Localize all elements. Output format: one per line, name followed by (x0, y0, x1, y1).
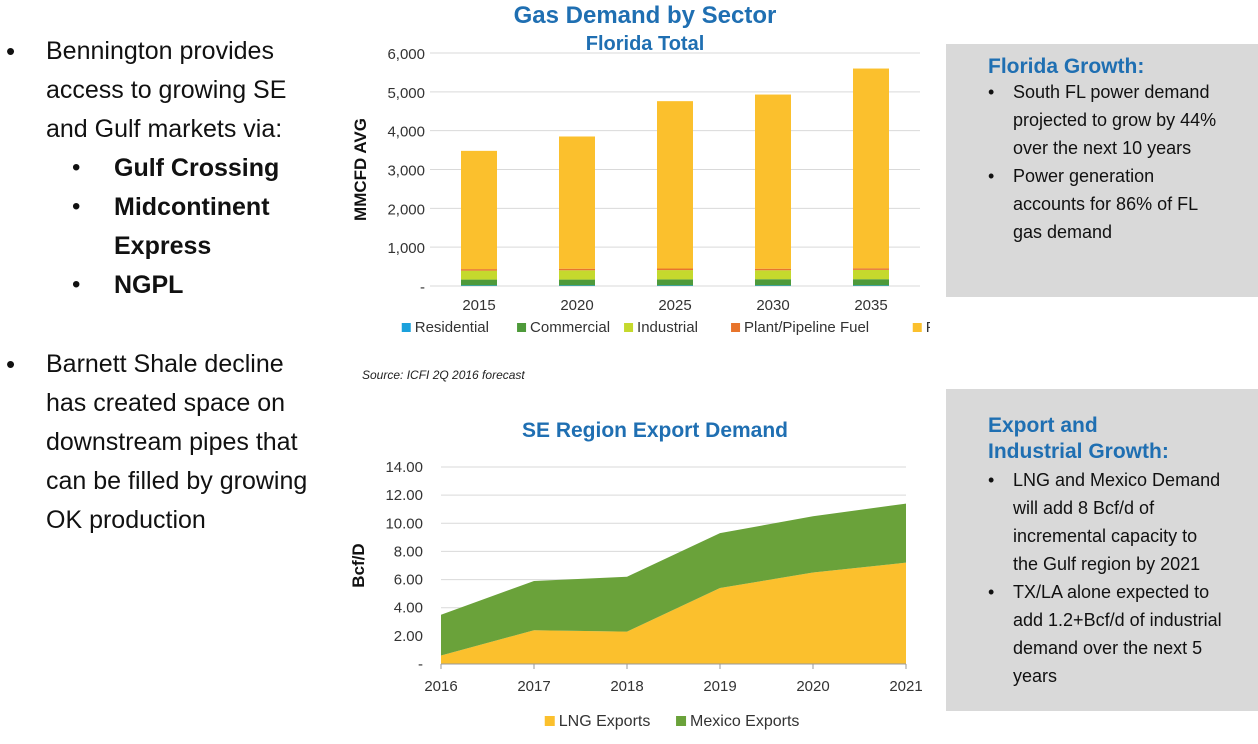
panel-title: Export and Industrial Growth: (988, 414, 1169, 463)
y-tick-label: 6,000 (387, 46, 425, 63)
bar-segment (461, 279, 497, 286)
x-tick-label: 2035 (854, 297, 887, 314)
legend-label: Mexico Exports (690, 713, 799, 730)
bar-segment (853, 68, 889, 269)
x-tick-label: 2020 (560, 297, 593, 314)
bar-segment (559, 268, 595, 271)
x-tick-label: 2020 (796, 678, 829, 695)
x-tick-label: 2025 (658, 297, 691, 314)
y-tick-label: 10.00 (385, 515, 423, 532)
x-tick-label: 2019 (703, 678, 736, 695)
legend-label: Plant/Pipeline Fuel (744, 319, 869, 336)
y-tick-label: 2.00 (394, 628, 423, 645)
y-tick-label: 4,000 (387, 124, 425, 141)
bar-segment (657, 285, 693, 286)
y-tick-label: 6.00 (394, 572, 423, 589)
panel-item: TX/LA alone expected to add 1.2+Bcf/d of… (1013, 582, 1222, 686)
sub-bullet-marker: • (72, 193, 81, 220)
bullet-marker: • (6, 349, 16, 379)
bar-segment (755, 270, 791, 280)
x-tick-label: 2018 (610, 678, 643, 695)
bullet-marker: • (988, 166, 995, 186)
bullet-marker: • (988, 470, 995, 490)
bar-segment (559, 285, 595, 286)
bar-segment (461, 150, 497, 270)
bullet-marker: • (988, 82, 995, 102)
y-tick-label: - (418, 656, 423, 673)
legend-swatch (517, 323, 527, 332)
sub-bullet-marker: • (72, 154, 81, 181)
y-tick-label: 12.00 (385, 487, 423, 504)
bar-segment (755, 268, 791, 271)
bar-segment (657, 279, 693, 286)
chart1-source: Source: ICFI 2Q 2016 forecast (362, 368, 525, 382)
bar-segment (853, 285, 889, 286)
bullet-marker: • (6, 36, 16, 66)
chart1-subtitle: Florida Total (585, 33, 705, 55)
bar-segment (559, 279, 595, 286)
legend-label: Industrial (637, 319, 698, 336)
pipeline-gulf-crossing: Gulf Crossing (114, 154, 280, 182)
bar-segment (657, 270, 693, 280)
export-growth-panel: Export and Industrial Growth: • LNG and … (946, 389, 1258, 711)
panel-item: Power generation accounts for 86% of FL … (1013, 166, 1199, 242)
pipeline-ngpl: NGPL (114, 271, 184, 299)
legend-label: Commercial (530, 319, 610, 336)
chart2-title: SE Region Export Demand (521, 419, 789, 442)
bar-segment (853, 279, 889, 286)
florida-growth-panel: Florida Growth: • South FL power demand … (946, 44, 1258, 297)
bullet-marker: • (988, 582, 995, 602)
panel-item: LNG and Mexico Demand will add 8 Bcf/d o… (1013, 470, 1221, 574)
legend-swatch (731, 323, 741, 332)
bar-segment (657, 101, 693, 269)
x-tick-label: 2016 (424, 678, 457, 695)
y-tick-label: - (420, 279, 425, 296)
legend-label: LNG Exports (559, 713, 651, 730)
bar-segment (853, 268, 889, 270)
legend-swatch (401, 323, 411, 332)
bar-segment (559, 136, 595, 269)
y-tick-label: 14.00 (385, 459, 423, 476)
area-series (441, 503, 906, 656)
bullet-text-barnett: Barnett Shale decline has created space … (46, 350, 308, 534)
legend-swatch (676, 716, 687, 726)
bar-segment (461, 270, 497, 280)
bar-segment (853, 269, 889, 280)
bullet-text-bennington: Bennington provides access to growing SE… (46, 37, 287, 143)
y-tick-label: 5,000 (387, 85, 425, 102)
pipeline-midcontinent: Midcontinent Express (114, 193, 270, 260)
legend-label: Power (926, 319, 930, 336)
x-tick-label: 2030 (756, 297, 789, 314)
bar-segment (559, 270, 595, 280)
area-series (441, 562, 906, 664)
y-tick-label: 8.00 (394, 543, 423, 560)
x-tick-label: 2017 (517, 678, 550, 695)
panel-title: Florida Growth: (988, 55, 1145, 78)
y-tick-label: 3,000 (387, 163, 425, 180)
legend-swatch (544, 716, 555, 726)
y-tick-label: 2,000 (387, 201, 425, 218)
panel-item: South FL power demand projected to grow … (1013, 82, 1217, 158)
chart1-bar-chart: - 1,000 2,000 3,000 4,000 5,000 6,000 MMCFD AVG… (351, 46, 930, 336)
x-tick-label: 2021 (889, 678, 922, 695)
y-axis-label: MMCFD AVG (351, 118, 370, 221)
legend-swatch (624, 323, 634, 332)
y-tick-label: 1,000 (387, 240, 425, 257)
bar-segment (657, 268, 693, 271)
y-axis-label: Bcf/D (349, 543, 368, 587)
chart2-area-chart: - 2.00 4.00 6.00 8.00 10.00 12.00 14.00 Bcf/D 201… (349, 459, 923, 730)
x-tick-label: 2015 (462, 297, 495, 314)
bar-segment (755, 94, 791, 269)
y-tick-label: 4.00 (394, 600, 423, 617)
bar-segment (755, 279, 791, 286)
bar-segment (461, 285, 497, 286)
bar-segment (755, 285, 791, 286)
chart1-title: Gas Demand by Sector (513, 2, 777, 29)
legend-swatch (912, 323, 922, 332)
sub-bullet-marker: • (72, 271, 81, 298)
bar-segment (461, 269, 497, 271)
legend-label: Residential (415, 319, 489, 336)
